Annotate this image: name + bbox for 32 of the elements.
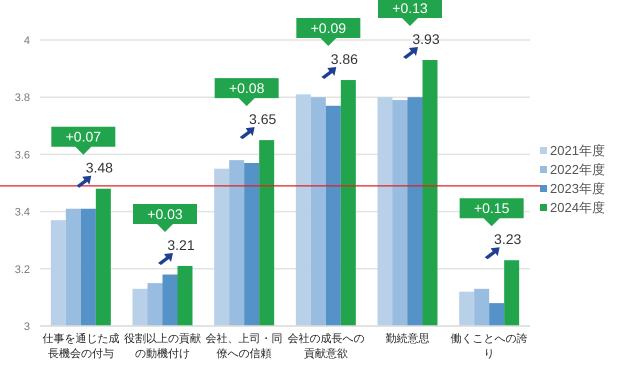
- annotation: +0.03: [147, 206, 183, 222]
- annotation: +0.08: [228, 80, 265, 96]
- y-tick-label: 3.8: [14, 92, 30, 104]
- data-label: 3.48: [86, 160, 114, 176]
- legend-label: 2022年度: [550, 162, 605, 177]
- legend-label: 2023年度: [550, 181, 605, 196]
- annotation: +0.15: [474, 200, 510, 216]
- x-tick-label: 働くことへの誇り: [450, 332, 528, 360]
- callout: +0.03: [133, 204, 197, 232]
- x-tick-label: 会社、上司・同僚への信頼: [206, 332, 283, 360]
- callout: +0.15: [460, 198, 524, 226]
- annotation: +0.07: [66, 128, 102, 145]
- legend-label: 2024年度: [550, 200, 605, 215]
- data-label: 3.21: [167, 236, 195, 253]
- x-tick-label: 役割以上の貢献の動機付け: [124, 332, 201, 360]
- y-tick-label: 3.2: [14, 264, 30, 276]
- y-tick-label: 3.4: [14, 206, 30, 219]
- y-tick-label: 3.6: [14, 149, 30, 162]
- x-tick-label: 仕事を通じた成長機会の付与: [42, 332, 120, 360]
- legend-label: 2021年度: [550, 143, 605, 158]
- callout: +0.13: [378, 0, 442, 26]
- data-label: 3.86: [330, 51, 358, 68]
- y-tick-label: 4: [24, 35, 30, 47]
- callout: +0.08: [214, 78, 279, 106]
- x-tick-label: 会社の成長への貢献意欲: [287, 332, 364, 360]
- data-label: 3.23: [494, 231, 522, 248]
- callout: +0.07: [51, 126, 116, 155]
- data-label: 3.65: [249, 111, 277, 128]
- callout: +0.09: [296, 18, 360, 46]
- x-tick-label: 勤続意思: [386, 332, 430, 345]
- data-label: 3.93: [412, 31, 440, 48]
- y-tick-label: 3: [24, 321, 30, 333]
